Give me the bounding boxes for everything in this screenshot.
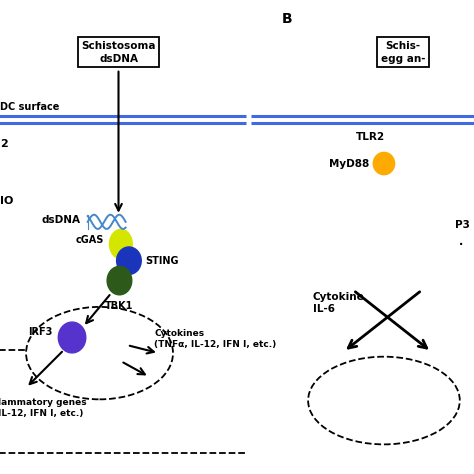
Ellipse shape	[107, 266, 132, 295]
Text: IO: IO	[0, 196, 13, 206]
Text: Cytokines
(TNFα, IL-12, IFN I, etc.): Cytokines (TNFα, IL-12, IFN I, etc.)	[154, 329, 276, 349]
Text: Schis-
egg an-: Schis- egg an-	[381, 41, 425, 64]
Text: 2: 2	[0, 139, 8, 149]
Ellipse shape	[374, 153, 395, 175]
Text: cGAS: cGAS	[76, 235, 104, 246]
Text: Cytokine
IL-6: Cytokine IL-6	[313, 292, 365, 314]
Text: STING: STING	[146, 255, 179, 266]
Text: P3: P3	[455, 219, 470, 229]
Ellipse shape	[117, 247, 141, 274]
Ellipse shape	[109, 229, 132, 259]
Text: lammatory genes
IL-12, IFN I, etc.): lammatory genes IL-12, IFN I, etc.)	[0, 398, 86, 418]
Text: TLR2: TLR2	[356, 132, 384, 142]
Text: MyD88: MyD88	[328, 158, 369, 169]
Text: B: B	[282, 12, 292, 26]
Text: ·: ·	[457, 236, 464, 255]
Text: DC surface: DC surface	[0, 102, 59, 112]
Text: TBK1: TBK1	[105, 301, 134, 310]
Text: dsDNA: dsDNA	[42, 215, 81, 226]
Text: IRF3: IRF3	[28, 327, 52, 337]
Text: Schistosoma
dsDNA: Schistosoma dsDNA	[81, 41, 156, 64]
Ellipse shape	[58, 322, 86, 353]
